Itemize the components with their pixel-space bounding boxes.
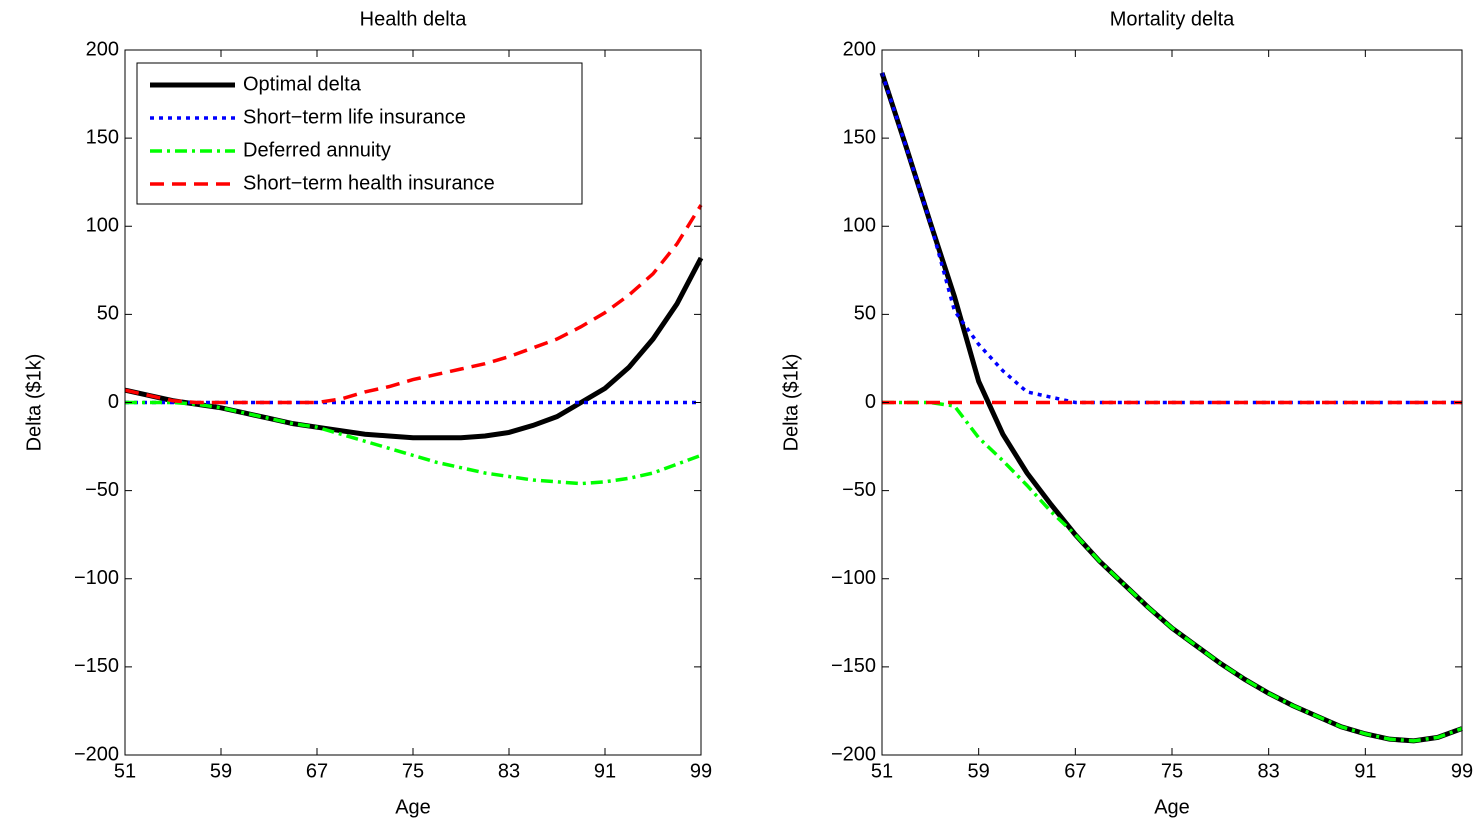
y-axis-label: Delta ($1k) [780,354,802,452]
y-tick-label: 150 [843,126,876,148]
x-tick-label: 99 [690,760,712,782]
series-line [124,256,704,441]
y-tick-label: 200 [843,38,876,60]
y-axis-label: Delta ($1k) [23,354,45,452]
y-tick-label: −50 [85,479,119,501]
y-tick-label: 150 [86,126,119,148]
y-tick-label: −100 [74,567,119,589]
x-axis-label: Age [1154,796,1190,818]
y-tick-label: −100 [831,567,876,589]
x-tick-label: 75 [402,760,424,782]
y-tick-label: 100 [86,215,119,237]
y-tick-label: 0 [108,391,119,413]
y-tick-label: 200 [86,38,119,60]
x-tick-label: 75 [1161,760,1183,782]
y-tick-label: −200 [74,743,119,765]
y-tick-label: 50 [854,303,876,325]
x-tick-label: 99 [1451,760,1473,782]
x-tick-label: 67 [306,760,328,782]
x-axis-label: Age [395,796,431,818]
legend-label: Optimal delta [243,73,362,95]
y-tick-label: −150 [831,655,876,677]
x-tick-label: 67 [1064,760,1086,782]
legend-label: Short−term life insurance [243,106,466,128]
x-tick-label: 59 [968,760,990,782]
x-tick-label: 51 [114,760,136,782]
x-tick-label: 91 [594,760,616,782]
legend-label: Short−term health insurance [243,172,495,194]
legend-label: Deferred annuity [243,139,391,161]
x-tick-label: 83 [1258,760,1280,782]
x-tick-label: 51 [871,760,893,782]
chart-title: Health delta [360,8,468,30]
x-tick-label: 59 [210,760,232,782]
x-tick-label: 91 [1354,760,1376,782]
y-tick-label: 50 [97,303,119,325]
y-tick-label: −150 [74,655,119,677]
series-line [882,400,1463,743]
series-line [124,204,703,405]
y-tick-label: 100 [843,215,876,237]
y-tick-label: 0 [865,391,876,413]
x-tick-label: 83 [498,760,520,782]
y-tick-label: −50 [842,479,876,501]
y-tick-label: −200 [831,743,876,765]
chart-title: Mortality delta [1110,8,1235,30]
series-line [125,400,702,486]
